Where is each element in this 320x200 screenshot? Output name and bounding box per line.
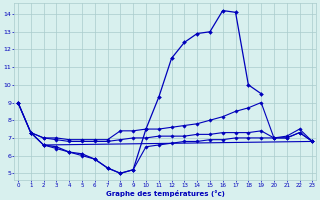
X-axis label: Graphe des températures (°c): Graphe des températures (°c)	[106, 190, 225, 197]
